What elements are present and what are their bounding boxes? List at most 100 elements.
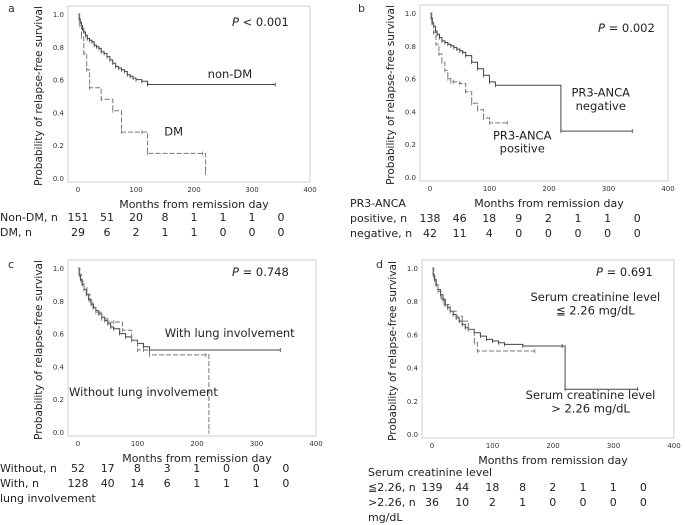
chart-3-ylabel: Probability of relapse-free survival bbox=[387, 261, 399, 441]
chart-2-risk-cell: 0 bbox=[223, 462, 230, 475]
chart-2-risk-cell: 1 bbox=[252, 477, 260, 490]
chart-2-frame bbox=[67, 259, 317, 437]
chart-3-ytick-label: 0.0 bbox=[407, 431, 418, 439]
chart-3-risk-cell: 44 bbox=[455, 481, 470, 494]
chart-0-risk-cell: 51 bbox=[100, 211, 114, 224]
panel-d: d 0.0 0.2 0.4 0.6 0.8 1.0 0 100 200 300 400 Months f… bbox=[368, 256, 685, 525]
chart-1-risk-cell: 0 bbox=[604, 227, 612, 240]
chart-1-xtick-label: 0 bbox=[428, 185, 432, 193]
chart-3-ytick-label: 1.0 bbox=[407, 265, 418, 273]
chart-3-xtick-label: 100 bbox=[486, 442, 499, 450]
chart-0-xlabel: Months from remission day bbox=[119, 198, 269, 211]
panel-a: a 0.0 0.2 0.4 0.6 0.8 1.0 0 100 200 300 400 Months f… bbox=[0, 0, 342, 262]
chart-1-risk-cell: 0 bbox=[633, 227, 641, 240]
chart-0-ytick-label: 0.6 bbox=[53, 77, 65, 85]
chart-1-annotation-1: negative bbox=[576, 99, 626, 113]
chart-3-risk-cell: 0 bbox=[579, 496, 587, 509]
chart-2-ytick-label: 0.4 bbox=[53, 363, 65, 371]
chart-2-xtick-label: 300 bbox=[250, 440, 263, 448]
chart-0-risk-cell: 0 bbox=[277, 211, 285, 224]
chart-3-risk-cell: 8 bbox=[519, 481, 527, 494]
chart-0-risk-cell: 0 bbox=[219, 226, 227, 239]
chart-2-ylabel: Probability of relapse-free survival bbox=[33, 260, 45, 440]
chart-3-risk-row: >2.26, n 36 10 2 1 0 0 0 0 bbox=[368, 495, 685, 510]
chart-0-risk-cell: 29 bbox=[71, 226, 85, 239]
chart-2-p-value: P = 0.748 bbox=[232, 265, 289, 279]
chart-0-risk-row: Non-DM, n 151 51 20 8 1 1 1 0 bbox=[0, 210, 342, 225]
chart-1-ytick-label: 0.8 bbox=[405, 43, 416, 51]
chart-3-xtick-label: 0 bbox=[430, 442, 434, 450]
chart-1-p-value: P = 0.002 bbox=[598, 21, 655, 35]
chart-0-risk-cell: 1 bbox=[161, 226, 169, 239]
risk-table-c: Without, n 52 17 8 3 1 0 0 0 With, n 128 40 14 6 1 1 1 0 l… bbox=[0, 461, 342, 506]
chart-0-frame bbox=[67, 5, 311, 183]
chart-2-risk-cell: 14 bbox=[130, 477, 145, 490]
chart-1-risk-cell: 46 bbox=[452, 212, 467, 225]
chart-2-risk-cell: 1 bbox=[193, 477, 201, 490]
chart-1-risk-row-label: negative, n bbox=[350, 227, 413, 240]
chart-1-ylabel: Probability of relapse-free survival bbox=[385, 5, 397, 185]
chart-2-xtick-label: 400 bbox=[309, 440, 322, 448]
chart-2-risk-cell: 40 bbox=[100, 477, 115, 490]
chart-2-risk-cell: 8 bbox=[133, 462, 141, 475]
chart-3-risk-row-label: ≦2.26, n bbox=[368, 481, 416, 494]
chart-0-xtick-label: 200 bbox=[187, 186, 200, 194]
chart-1-risk-cell: 0 bbox=[633, 212, 641, 225]
chart-0-risk-row-label: Non-DM, n bbox=[0, 211, 58, 224]
chart-1-xtick-label: 100 bbox=[483, 185, 496, 193]
chart-3-risk-cell: 0 bbox=[639, 481, 647, 494]
chart-0-risk-cell: 0 bbox=[248, 226, 256, 239]
chart-1-ytick-label: 0.2 bbox=[405, 141, 416, 149]
chart-2-risk-row-label: Without, n bbox=[0, 462, 57, 475]
chart-0-risk-cell: 1 bbox=[190, 211, 198, 224]
chart-3-risk-row-label: >2.26, n bbox=[368, 496, 416, 509]
chart-0-series-1-line bbox=[78, 13, 207, 174]
chart-0-risk-cell: 0 bbox=[277, 226, 285, 239]
chart-0-risk-cell: 2 bbox=[132, 226, 140, 239]
chart-1-series-1-line bbox=[430, 12, 508, 124]
chart-1-annotation-2: PR3-ANCA bbox=[493, 128, 552, 142]
chart-2-risk-row: With, n 128 40 14 6 1 1 1 0 bbox=[0, 476, 342, 491]
chart-2-xlabel: Months from remission day bbox=[122, 452, 272, 465]
chart-1-ytick-label: 0.6 bbox=[405, 76, 417, 84]
chart-2-risk-cell: 128 bbox=[67, 477, 89, 490]
chart-3-risk-footer: mg/dL bbox=[368, 511, 403, 524]
chart-0-risk-cell: 151 bbox=[67, 211, 89, 224]
km-plot-b: b 0.0 0.2 0.4 0.6 0.8 1.0 0 100 200 300 400 Months f… bbox=[358, 2, 675, 210]
chart-0-p-value: P < 0.001 bbox=[232, 15, 289, 29]
panel-c: c 0.0 0.2 0.4 0.6 0.8 1.0 0 100 200 300 400 Months f… bbox=[0, 256, 342, 525]
chart-3-xtick-label: 200 bbox=[546, 442, 559, 450]
chart-3-risk-cell: 2 bbox=[549, 481, 557, 494]
chart-1-risk-header: PR3-ANCA bbox=[350, 197, 406, 210]
chart-0-risk-cell: 8 bbox=[161, 211, 169, 224]
chart-1-annotation-3: positive bbox=[500, 141, 545, 155]
panel-b: b 0.0 0.2 0.4 0.6 0.8 1.0 0 100 200 300 400 Months f… bbox=[350, 0, 685, 262]
chart-3-risk-cell: 0 bbox=[609, 496, 617, 509]
chart-1-risk-cell: 1 bbox=[574, 212, 582, 225]
km-plot-c: c 0.0 0.2 0.4 0.6 0.8 1.0 0 100 200 300 400 Months f… bbox=[8, 258, 323, 465]
chart-1-ytick-label: 0.4 bbox=[405, 108, 417, 116]
chart-2-ytick-label: 0.8 bbox=[53, 298, 64, 306]
chart-0-annotation-1: DM bbox=[164, 124, 183, 138]
chart-3-risk-row: ≦2.26, n 139 44 18 8 2 1 1 0 bbox=[368, 480, 685, 495]
chart-3-panel-letter: d bbox=[376, 258, 383, 271]
chart-2-ytick-label: 0.6 bbox=[53, 331, 65, 339]
chart-2-risk-row: Without, n 52 17 8 3 1 0 0 0 bbox=[0, 461, 342, 476]
chart-0-xtick-label: 0 bbox=[76, 186, 80, 194]
chart-0-risk-cell: 1 bbox=[248, 211, 256, 224]
chart-3-annotation-1: ≦ 2.26 mg/dL bbox=[556, 303, 635, 317]
chart-2-risk-cell: 17 bbox=[100, 462, 115, 475]
chart-3-risk-cell: 1 bbox=[579, 481, 587, 494]
chart-2-xtick-label: 0 bbox=[76, 440, 80, 448]
chart-0-risk-cell: 1 bbox=[219, 211, 227, 224]
chart-0-ytick-label: 1.0 bbox=[53, 11, 64, 19]
chart-3-risk-cell: 2 bbox=[488, 496, 496, 509]
chart-1-xtick-label: 200 bbox=[542, 185, 555, 193]
risk-table-b: PR3-ANCA positive, n 138 46 18 9 2 1 1 0 negative,… bbox=[350, 196, 685, 241]
chart-0-xtick-label: 100 bbox=[129, 186, 142, 194]
chart-0-xtick-label: 400 bbox=[303, 186, 316, 194]
chart-2-risk-cell: 0 bbox=[282, 477, 290, 490]
chart-1-risk-cell: 0 bbox=[544, 227, 552, 240]
chart-0-risk-cell: 6 bbox=[103, 226, 111, 239]
chart-2-annotation-1: Without lung involvement bbox=[69, 385, 218, 399]
